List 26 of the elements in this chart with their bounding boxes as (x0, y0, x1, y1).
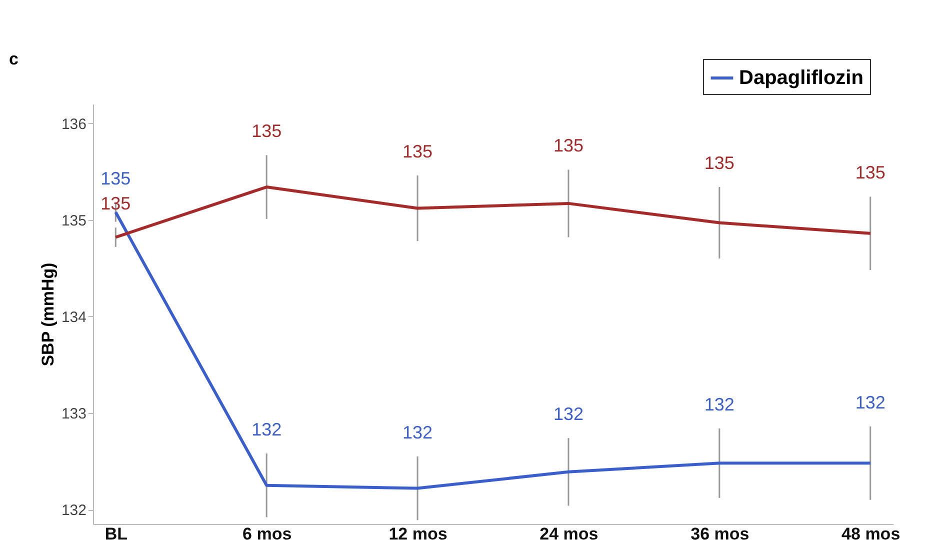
y-tick-label: 136 (61, 116, 86, 133)
data-label: 135 (553, 136, 584, 156)
x-tick-label: 24 mos (540, 524, 598, 544)
data-label: 135 (100, 168, 131, 188)
legend-label: Dapagliflozin (739, 67, 864, 89)
text: c (8, 50, 18, 68)
data-label: 135 (252, 121, 282, 142)
data-label: 132 (252, 420, 282, 440)
data-label: 135 (855, 162, 886, 183)
y-tick-label: 132 (61, 502, 86, 520)
x-tick-label: 48 mos (842, 524, 900, 544)
y-tick-label: 135 (61, 212, 86, 230)
data-label: 132 (855, 392, 886, 412)
x-tick-label: 12 mos (388, 524, 448, 544)
x-tick-label: BL (104, 524, 128, 544)
data-label: 132 (402, 422, 433, 442)
data-label: 135 (100, 194, 131, 214)
data-label: 132 (704, 394, 734, 414)
y-axis-title: SBP (mmHg) (38, 262, 58, 366)
x-tick-label: 6 mos (242, 524, 292, 544)
x-tick-label: 36 mos (690, 524, 750, 544)
data-label: 135 (402, 141, 433, 162)
y-tick-label: 133 (61, 405, 86, 422)
y-tick-label: 134 (61, 308, 86, 326)
data-label: 132 (553, 404, 584, 424)
data-label: 135 (704, 153, 734, 174)
